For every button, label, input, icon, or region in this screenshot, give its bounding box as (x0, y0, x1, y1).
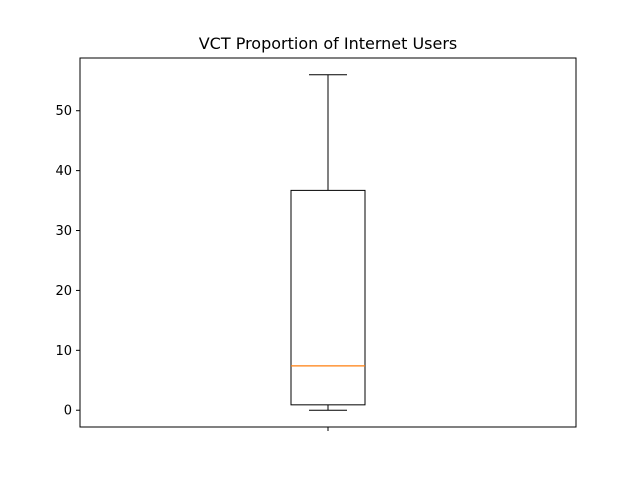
y-tick-label: 10 (55, 344, 72, 359)
iqr-box (290, 189, 366, 406)
y-tick-label: 50 (55, 104, 72, 119)
y-axis-ticks: 0 10 20 30 40 50 (55, 104, 80, 419)
y-tick-label: 40 (55, 164, 72, 179)
box-series (290, 74, 366, 411)
plot-area-frame (79, 57, 577, 428)
y-tick-label: 30 (55, 224, 72, 239)
y-tick-label: 0 (64, 404, 72, 419)
chart-title: VCT Proportion of Internet Users (199, 34, 458, 53)
y-tick-label: 20 (55, 284, 72, 299)
